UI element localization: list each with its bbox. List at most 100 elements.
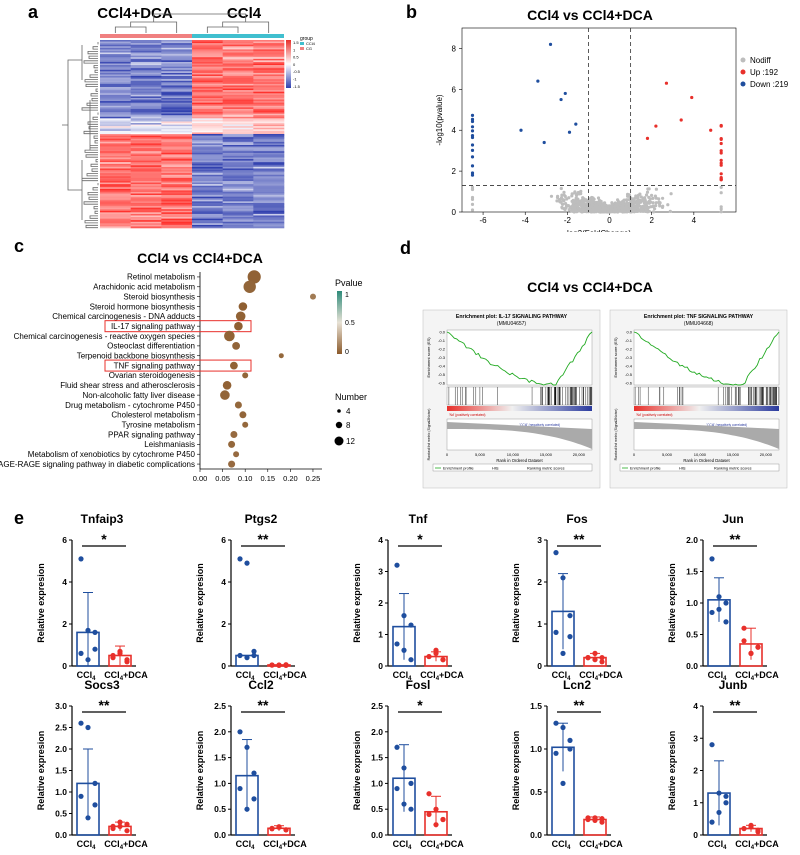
volcano-point (591, 196, 595, 200)
volcano-point (584, 209, 588, 213)
heatmap-cell (100, 124, 131, 127)
volcano-point (579, 189, 583, 193)
heatmap-cell (100, 55, 131, 58)
heatmap-cell (130, 130, 162, 133)
gene-xtick-label: CCl4 (708, 670, 728, 682)
heatmap-cell (192, 97, 223, 100)
volcano-point (572, 205, 576, 209)
gene-point (592, 657, 598, 663)
heatmap-cell (222, 135, 254, 138)
heatmap-cell (253, 57, 285, 60)
gene-point (433, 806, 439, 812)
heatmap-cell (222, 176, 254, 179)
gene-point (553, 750, 559, 756)
volcano-point (582, 205, 586, 209)
gsea-neg-label: 'CCl4' (negatively correlated) (520, 423, 561, 427)
gene-title: Jun (722, 512, 743, 526)
heatmap-cell (253, 69, 285, 72)
go-number-tick-4: 4 (346, 407, 351, 416)
heatmap-cell (130, 199, 162, 202)
gene-ytick-label: 2 (62, 619, 67, 629)
heatmap-cell (222, 44, 254, 47)
heatmap-cell (253, 187, 285, 190)
gsea-ytick: -0.6 (625, 381, 633, 386)
heatmap-cell (222, 99, 254, 102)
heatmap-cell (161, 82, 193, 85)
gene-chart-fosl: Fosl 0.0 0.5 1.0 1.5 2.0 2.5 Relative expresion… (352, 678, 464, 851)
go-bubble (220, 390, 230, 400)
gene-xtick-label: CCl4+DCA (420, 839, 464, 851)
heatmap-cell (130, 163, 162, 166)
heatmap-cell (253, 170, 285, 172)
heatmap-cell (100, 168, 131, 171)
go-term-label: Drug metabolism - cytochrome P450 (65, 401, 195, 410)
heatmap-cell (130, 58, 162, 61)
volcano-point (625, 210, 629, 214)
volcano-point (580, 200, 584, 204)
heatmap-cell (130, 185, 162, 188)
gsea-xtick: 5,000 (662, 452, 673, 457)
heatmap-cell (253, 181, 285, 183)
gene-ytick-label: 1.5 (371, 753, 383, 763)
heatmap-cell (100, 72, 131, 75)
heatmap-cell (253, 140, 285, 143)
heatmap-cell (100, 223, 131, 226)
gene-point (723, 793, 729, 799)
heatmap-cell (130, 83, 162, 86)
heatmap-cell (161, 154, 193, 157)
gene-ytick-label: 6 (62, 535, 67, 545)
gene-point (433, 647, 439, 653)
heatmap-cell (130, 124, 162, 127)
heatmap-cell (130, 134, 162, 136)
heatmap-cells (100, 40, 285, 229)
heatmap-group-left-label: CCl4+DCA (97, 5, 173, 22)
heatmap-cell (192, 119, 223, 122)
gene-title: Ccl2 (248, 678, 274, 692)
gene-ytick-label: 1.5 (55, 766, 67, 776)
volcano-point (567, 196, 571, 200)
volcano-point (470, 173, 475, 177)
volcano-point (657, 200, 661, 204)
heatmap-cell (192, 204, 223, 207)
gene-ylabel: Relative expresion (352, 731, 362, 811)
volcano-legend-marker-down (740, 81, 746, 87)
heatmap-cell (253, 160, 285, 163)
volcano-point (597, 202, 601, 206)
heatmap-scale-tick: -1 (293, 77, 297, 82)
heatmap-cell (192, 41, 223, 44)
heatmap-cell (100, 104, 131, 107)
heatmap-cell (100, 202, 131, 205)
heatmap-cell (222, 108, 254, 111)
heatmap-cell (161, 72, 193, 75)
heatmap-cell (253, 110, 285, 113)
gene-sig-mark: ** (258, 697, 269, 713)
heatmap-cell (192, 187, 223, 190)
heatmap-cell (161, 223, 193, 226)
heatmap-cell (222, 193, 254, 196)
heatmap-cell (253, 76, 285, 78)
heatmap-cell (130, 61, 162, 64)
heatmap-cell (100, 166, 131, 169)
volcano-point (646, 187, 650, 191)
gene-title: Socs3 (84, 678, 120, 692)
heatmap-cell (130, 168, 162, 171)
gene-ytick-label: 3 (537, 535, 542, 545)
volcano-point (593, 207, 597, 211)
heatmap-cell (100, 83, 131, 86)
volcano-point (613, 201, 617, 205)
volcano-point (654, 201, 658, 205)
heatmap-cell (161, 94, 193, 97)
gene-xtick-label: CCl4 (236, 839, 256, 851)
heatmap-cell (253, 171, 285, 174)
heatmap-cell (161, 135, 193, 138)
heatmap-cell (130, 155, 162, 158)
heatmap-cell (222, 206, 254, 208)
heatmap-cell (222, 191, 254, 194)
heatmap-cell (161, 132, 193, 135)
heatmap-cell (253, 80, 285, 83)
volcano-point (651, 204, 655, 208)
gene-point (78, 720, 84, 726)
heatmap-cell (100, 155, 131, 158)
heatmap-cell (192, 47, 223, 50)
heatmap-cell (222, 129, 254, 132)
